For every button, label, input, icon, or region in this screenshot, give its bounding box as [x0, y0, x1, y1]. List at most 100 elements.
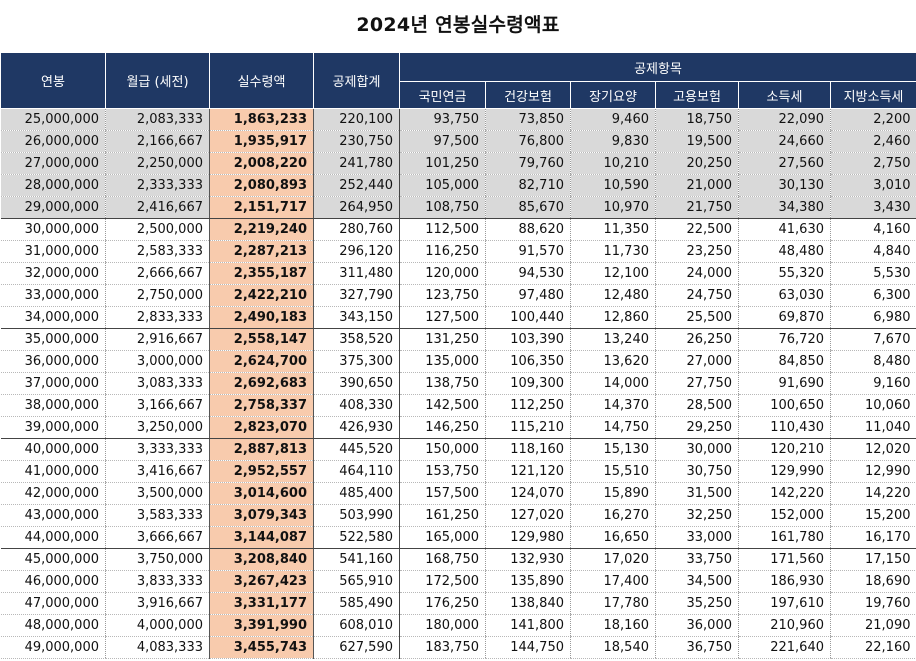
- net-cell[interactable]: 3,331,177: [209, 592, 314, 615]
- long-term-care-cell[interactable]: 14,000: [570, 372, 656, 395]
- health-insurance-cell[interactable]: 106,350: [485, 350, 571, 373]
- income-tax-cell[interactable]: 197,610: [738, 592, 831, 615]
- header-health-insurance[interactable]: 건강보험: [485, 81, 571, 109]
- national-pension-cell[interactable]: 150,000: [399, 438, 486, 461]
- health-insurance-cell[interactable]: 109,300: [485, 372, 571, 395]
- net-cell[interactable]: 2,624,700: [209, 350, 314, 373]
- monthly-cell[interactable]: 4,000,000: [105, 614, 210, 637]
- income-tax-cell[interactable]: 161,780: [738, 526, 831, 549]
- net-cell[interactable]: 1,863,233: [209, 108, 314, 131]
- long-term-care-cell[interactable]: 18,540: [570, 636, 656, 659]
- header-employment-insurance[interactable]: 고용보험: [655, 81, 739, 109]
- salary-cell[interactable]: 39,000,000: [0, 416, 106, 439]
- employment-insurance-cell[interactable]: 31,500: [655, 482, 739, 505]
- health-insurance-cell[interactable]: 138,840: [485, 592, 571, 615]
- local-income-tax-cell[interactable]: 8,480: [830, 350, 916, 373]
- monthly-cell[interactable]: 2,416,667: [105, 196, 210, 219]
- income-tax-cell[interactable]: 84,850: [738, 350, 831, 373]
- salary-cell[interactable]: 33,000,000: [0, 284, 106, 307]
- employment-insurance-cell[interactable]: 32,250: [655, 504, 739, 527]
- national-pension-cell[interactable]: 127,500: [399, 306, 486, 329]
- header-salary[interactable]: 연봉: [0, 52, 106, 109]
- long-term-care-cell[interactable]: 17,400: [570, 570, 656, 593]
- income-tax-cell[interactable]: 34,380: [738, 196, 831, 219]
- employment-insurance-cell[interactable]: 19,500: [655, 130, 739, 153]
- monthly-cell[interactable]: 2,500,000: [105, 218, 210, 241]
- monthly-cell[interactable]: 2,250,000: [105, 152, 210, 175]
- employment-insurance-cell[interactable]: 33,000: [655, 526, 739, 549]
- salary-cell[interactable]: 38,000,000: [0, 394, 106, 417]
- health-insurance-cell[interactable]: 103,390: [485, 328, 571, 351]
- local-income-tax-cell[interactable]: 18,690: [830, 570, 916, 593]
- health-insurance-cell[interactable]: 79,760: [485, 152, 571, 175]
- long-term-care-cell[interactable]: 15,510: [570, 460, 656, 483]
- local-income-tax-cell[interactable]: 2,200: [830, 108, 916, 131]
- monthly-cell[interactable]: 3,583,333: [105, 504, 210, 527]
- total-cell[interactable]: 241,780: [313, 152, 400, 175]
- net-cell[interactable]: 2,287,213: [209, 240, 314, 263]
- employment-insurance-cell[interactable]: 23,250: [655, 240, 739, 263]
- national-pension-cell[interactable]: 131,250: [399, 328, 486, 351]
- long-term-care-cell[interactable]: 17,020: [570, 548, 656, 571]
- income-tax-cell[interactable]: 110,430: [738, 416, 831, 439]
- monthly-cell[interactable]: 2,916,667: [105, 328, 210, 351]
- health-insurance-cell[interactable]: 76,800: [485, 130, 571, 153]
- income-tax-cell[interactable]: 69,870: [738, 306, 831, 329]
- total-cell[interactable]: 565,910: [313, 570, 400, 593]
- salary-cell[interactable]: 44,000,000: [0, 526, 106, 549]
- health-insurance-cell[interactable]: 91,570: [485, 240, 571, 263]
- long-term-care-cell[interactable]: 10,970: [570, 196, 656, 219]
- total-cell[interactable]: 522,580: [313, 526, 400, 549]
- employment-insurance-cell[interactable]: 20,250: [655, 152, 739, 175]
- health-insurance-cell[interactable]: 94,530: [485, 262, 571, 285]
- monthly-cell[interactable]: 3,416,667: [105, 460, 210, 483]
- income-tax-cell[interactable]: 22,090: [738, 108, 831, 131]
- local-income-tax-cell[interactable]: 19,760: [830, 592, 916, 615]
- net-cell[interactable]: 3,455,743: [209, 636, 314, 659]
- total-cell[interactable]: 408,330: [313, 394, 400, 417]
- salary-cell[interactable]: 29,000,000: [0, 196, 106, 219]
- total-cell[interactable]: 358,520: [313, 328, 400, 351]
- income-tax-cell[interactable]: 63,030: [738, 284, 831, 307]
- local-income-tax-cell[interactable]: 4,160: [830, 218, 916, 241]
- salary-cell[interactable]: 47,000,000: [0, 592, 106, 615]
- health-insurance-cell[interactable]: 112,250: [485, 394, 571, 417]
- local-income-tax-cell[interactable]: 2,460: [830, 130, 916, 153]
- net-cell[interactable]: 3,267,423: [209, 570, 314, 593]
- local-income-tax-cell[interactable]: 21,090: [830, 614, 916, 637]
- local-income-tax-cell[interactable]: 6,300: [830, 284, 916, 307]
- local-income-tax-cell[interactable]: 22,160: [830, 636, 916, 659]
- employment-insurance-cell[interactable]: 35,250: [655, 592, 739, 615]
- local-income-tax-cell[interactable]: 7,670: [830, 328, 916, 351]
- monthly-cell[interactable]: 3,500,000: [105, 482, 210, 505]
- national-pension-cell[interactable]: 153,750: [399, 460, 486, 483]
- net-cell[interactable]: 2,887,813: [209, 438, 314, 461]
- income-tax-cell[interactable]: 55,320: [738, 262, 831, 285]
- total-cell[interactable]: 230,750: [313, 130, 400, 153]
- employment-insurance-cell[interactable]: 36,750: [655, 636, 739, 659]
- monthly-cell[interactable]: 3,166,667: [105, 394, 210, 417]
- health-insurance-cell[interactable]: 115,210: [485, 416, 571, 439]
- income-tax-cell[interactable]: 48,480: [738, 240, 831, 263]
- local-income-tax-cell[interactable]: 17,150: [830, 548, 916, 571]
- health-insurance-cell[interactable]: 144,750: [485, 636, 571, 659]
- header-monthly[interactable]: 월급 (세전): [105, 52, 210, 109]
- health-insurance-cell[interactable]: 124,070: [485, 482, 571, 505]
- salary-cell[interactable]: 48,000,000: [0, 614, 106, 637]
- income-tax-cell[interactable]: 171,560: [738, 548, 831, 571]
- net-cell[interactable]: 2,692,683: [209, 372, 314, 395]
- national-pension-cell[interactable]: 161,250: [399, 504, 486, 527]
- local-income-tax-cell[interactable]: 10,060: [830, 394, 916, 417]
- national-pension-cell[interactable]: 157,500: [399, 482, 486, 505]
- employment-insurance-cell[interactable]: 26,250: [655, 328, 739, 351]
- long-term-care-cell[interactable]: 10,590: [570, 174, 656, 197]
- monthly-cell[interactable]: 3,083,333: [105, 372, 210, 395]
- long-term-care-cell[interactable]: 13,240: [570, 328, 656, 351]
- local-income-tax-cell[interactable]: 14,220: [830, 482, 916, 505]
- health-insurance-cell[interactable]: 82,710: [485, 174, 571, 197]
- health-insurance-cell[interactable]: 97,480: [485, 284, 571, 307]
- header-deduction-group[interactable]: 공제항목: [399, 52, 916, 82]
- total-cell[interactable]: 264,950: [313, 196, 400, 219]
- employment-insurance-cell[interactable]: 21,000: [655, 174, 739, 197]
- monthly-cell[interactable]: 2,166,667: [105, 130, 210, 153]
